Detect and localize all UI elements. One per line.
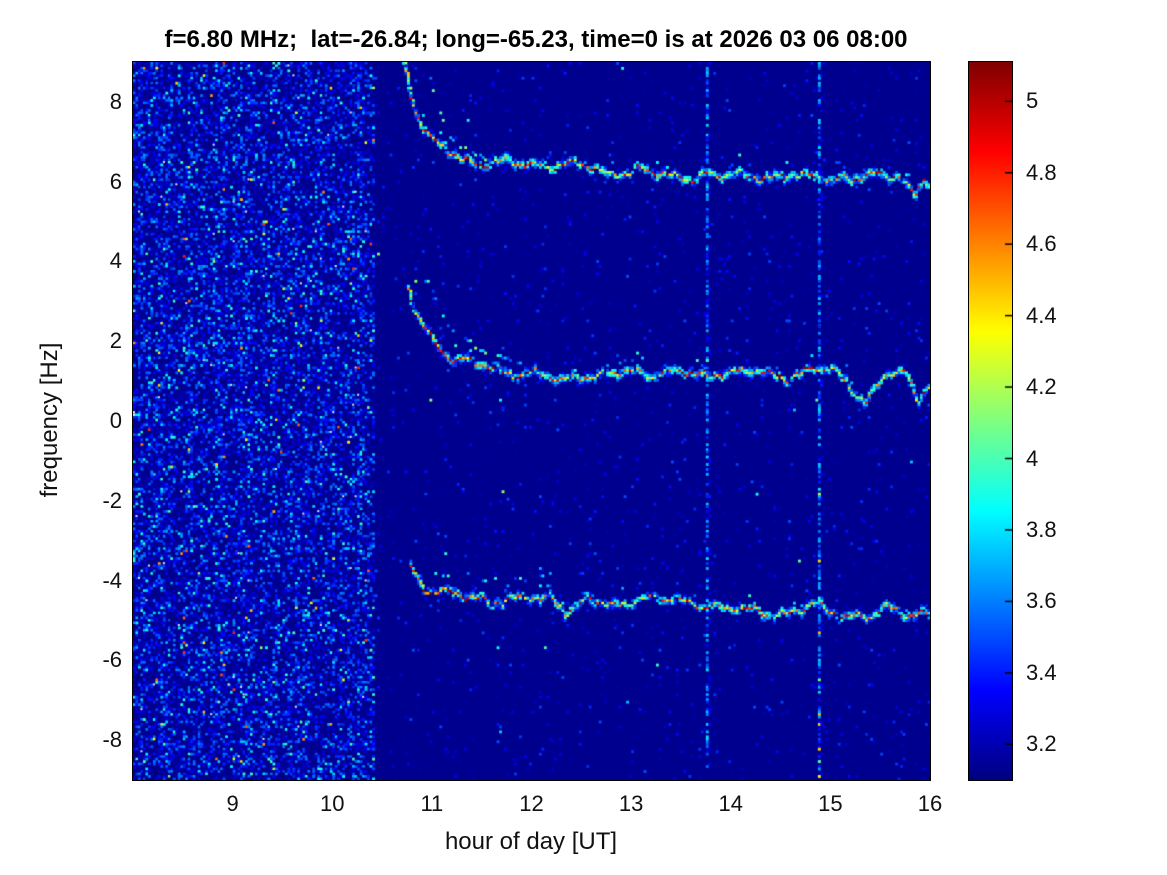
x-tick-label: 16 [917, 791, 943, 816]
y-tick-label: 4 [109, 248, 122, 274]
y-tick-label: 2 [109, 328, 122, 354]
x-tick-label: 13 [618, 791, 644, 816]
y-tick-label: -6 [102, 647, 122, 673]
colorbar-tick-label: 3.2 [1026, 731, 1057, 757]
x-tick-label: 15 [818, 791, 843, 816]
x-axis-label: hour of day [UT] [444, 828, 618, 855]
colorbar-tick-label: 3.8 [1026, 516, 1057, 542]
spectrogram-canvas [132, 61, 931, 781]
x-tick-label: 9 [226, 791, 239, 816]
x-tick-label: 12 [519, 791, 544, 816]
y-tick-label: -4 [102, 567, 122, 593]
colorbar-tick-label: 4 [1026, 445, 1039, 471]
colorbar-tick-label: 4.8 [1026, 159, 1057, 185]
x-tick-label: 11 [420, 791, 444, 816]
x-tick-label: 10 [320, 791, 345, 816]
colorbar-tick-label: 5 [1026, 88, 1039, 114]
y-tick-label: 8 [109, 88, 122, 114]
colorbar-canvas [968, 61, 1013, 781]
y-tick-label: 6 [109, 168, 122, 194]
colorbar-tick-label: 4.6 [1026, 231, 1057, 257]
x-tick-label: 14 [718, 791, 743, 816]
colorbar-tick-label: 4.4 [1026, 302, 1057, 328]
y-tick-label: -8 [102, 727, 122, 753]
colorbar-tick-label: 4.2 [1026, 374, 1057, 400]
plot-title: f=6.80 MHz; lat=-26.84; long=-65.23, tim… [164, 26, 908, 53]
colorbar-tick-label: 3.6 [1026, 588, 1057, 614]
y-tick-label: -2 [102, 487, 122, 513]
y-tick-label: 0 [109, 408, 122, 433]
colorbar-tick-label: 3.4 [1026, 659, 1057, 685]
